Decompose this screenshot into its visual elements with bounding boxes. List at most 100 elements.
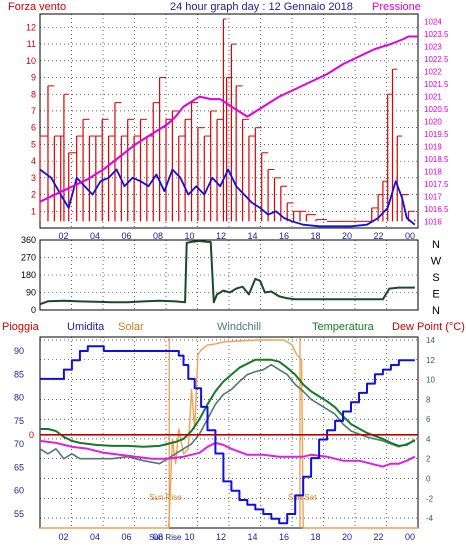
compass-tick-label: E: [432, 289, 439, 301]
temp-y-tick-label: 6: [426, 415, 431, 424]
wind-y-tick-label: 11: [27, 39, 36, 49]
compass-tick-label: W: [431, 256, 442, 268]
wind-x-tick-label: 02: [58, 231, 68, 241]
temp-x-tick-label: 14: [247, 532, 257, 542]
pressure-y-tick-label: 1020.5: [424, 105, 449, 114]
pressure-y-tick-label: 1020: [424, 118, 442, 127]
pressure-y-tick-label: 1017: [424, 193, 442, 202]
wind-y-tick-label: 8: [31, 89, 36, 99]
wind-average-line: [39, 168, 416, 228]
pressure-y-tick-label: 1024: [424, 18, 442, 27]
wind-y-tick-label: 9: [31, 73, 36, 83]
temp-y-tick-label: -2: [426, 494, 434, 503]
direction-y-tick-label: 360: [21, 235, 36, 245]
wind-x-tick-label: 10: [184, 231, 194, 241]
pressure-y-tick-label: 1016.5: [424, 205, 449, 214]
temp-x-tick-label: 10: [184, 532, 194, 542]
temp-y-tick-label: 14: [426, 336, 435, 345]
pressure-y-tick-label: 1019.5: [424, 130, 449, 139]
rain-label: Pioggia: [2, 321, 40, 333]
wind-y-tick-label: 7: [31, 106, 36, 116]
direction-y-tick-label: 0: [31, 305, 36, 315]
humidity-y-tick-label: 55: [14, 509, 24, 519]
pressure-label: Pressione: [372, 1, 421, 13]
pressure-y-tick-label: 1023.5: [424, 30, 449, 39]
temp-x-tick-label: 08: [153, 532, 163, 542]
wind-y-tick-label: 3: [31, 173, 36, 183]
temp-x-tick-label: 04: [90, 532, 100, 542]
temp-x-tick-label: Sun Rise: [149, 533, 182, 542]
humidity-y-tick-label: 70: [14, 439, 24, 449]
humidity-y-tick-label: 90: [14, 346, 24, 356]
wind-direction-line: [39, 240, 415, 306]
wind-y-tick-label: 1: [31, 206, 36, 216]
compass-tick-label: N: [432, 239, 440, 251]
temp-y-tick-label: -4: [426, 514, 434, 523]
compass-tick-label: S: [432, 272, 439, 284]
wind-y-tick-label: 12: [26, 22, 36, 32]
wind-x-tick-label: 16: [279, 231, 289, 241]
wind-y-tick-label: 6: [31, 123, 36, 133]
direction-y-tick-label: 90: [26, 288, 36, 298]
solar-label: Solar: [118, 321, 144, 333]
temp-x-tick-label: 00: [405, 532, 415, 542]
wind-x-tick-label: 14: [247, 231, 257, 241]
pressure-y-tick-label: 1021: [424, 93, 442, 102]
temp-x-tick-label: 22: [373, 532, 383, 542]
humidity-y-tick-label: 85: [14, 369, 24, 379]
wind-y-tick-label: 5: [31, 139, 36, 149]
sun-rise-label: Sun Rise: [149, 493, 182, 502]
windchill-label: Windchill: [217, 321, 261, 333]
wind-x-tick-label: 22: [373, 231, 383, 241]
temp-x-tick-label: 20: [342, 532, 352, 542]
graph-title: 24 hour graph day : 12 Gennaio 2018: [170, 1, 353, 13]
compass-tick-label: N: [432, 305, 440, 317]
humidity-y-tick-label: 60: [14, 486, 24, 496]
direction-y-tick-label: 270: [21, 253, 36, 263]
temp-x-tick-label: 02: [58, 532, 68, 542]
wind-x-tick-label: 08: [153, 231, 163, 241]
wind-x-tick-label: 20: [342, 231, 352, 241]
pressure-line: [39, 35, 418, 203]
wind-y-tick-label: 4: [31, 156, 36, 166]
temp-y-tick-label: 12: [426, 356, 435, 365]
wind-x-tick-label: 04: [90, 231, 100, 241]
temp-x-tick-label: 18: [310, 532, 320, 542]
wind-x-tick-label: 18: [310, 231, 320, 241]
pressure-y-tick-label: 1023: [424, 43, 442, 52]
wind-x-tick-label: 12: [216, 231, 226, 241]
humidity-y-tick-label: 65: [14, 462, 24, 472]
humidity-y-tick-label: 80: [14, 393, 24, 403]
temp-x-tick-label: 12: [216, 532, 226, 542]
dewpoint-line: [39, 439, 416, 468]
temperature-line: [40, 358, 416, 448]
windchill-line: [39, 363, 416, 465]
temp-y-tick-label: 10: [426, 376, 435, 385]
wind-x-tick-label: 00: [405, 231, 415, 241]
direction-y-tick-label: 180: [21, 270, 36, 280]
temp-y-tick-label: 8: [426, 395, 431, 404]
humidity-y-tick-label: 75: [14, 416, 24, 426]
humidity-line: [40, 345, 415, 525]
wind-x-tick-label: 06: [121, 231, 131, 241]
pressure-y-tick-label: 1021.5: [424, 80, 449, 89]
humidity-label: Umidita: [67, 321, 105, 333]
wind-y-tick-label: 2: [31, 190, 36, 200]
dewpoint-label: Dew Point (°C): [392, 321, 465, 333]
pressure-y-tick-label: 1022: [424, 68, 442, 77]
pressure-y-tick-label: 1019: [424, 143, 442, 152]
pressure-y-tick-label: 1016: [424, 218, 442, 227]
pressure-y-tick-label: 1017.5: [424, 180, 449, 189]
wind-y-tick-label: 10: [26, 56, 36, 66]
pressure-y-tick-label: 1022.5: [424, 55, 449, 64]
temperature-label: Temperatura: [312, 321, 375, 333]
temp-y-tick-label: 2: [426, 455, 431, 464]
rain-y-tick-label: 0: [29, 430, 34, 440]
pressure-y-tick-label: 1018: [424, 168, 442, 177]
pressure-y-tick-label: 1018.5: [424, 155, 449, 164]
temp-x-tick-label: 16: [279, 532, 289, 542]
temp-y-tick-label: 0: [426, 475, 431, 484]
solar-line: [40, 339, 418, 529]
temp-y-tick-label: 4: [426, 435, 431, 444]
